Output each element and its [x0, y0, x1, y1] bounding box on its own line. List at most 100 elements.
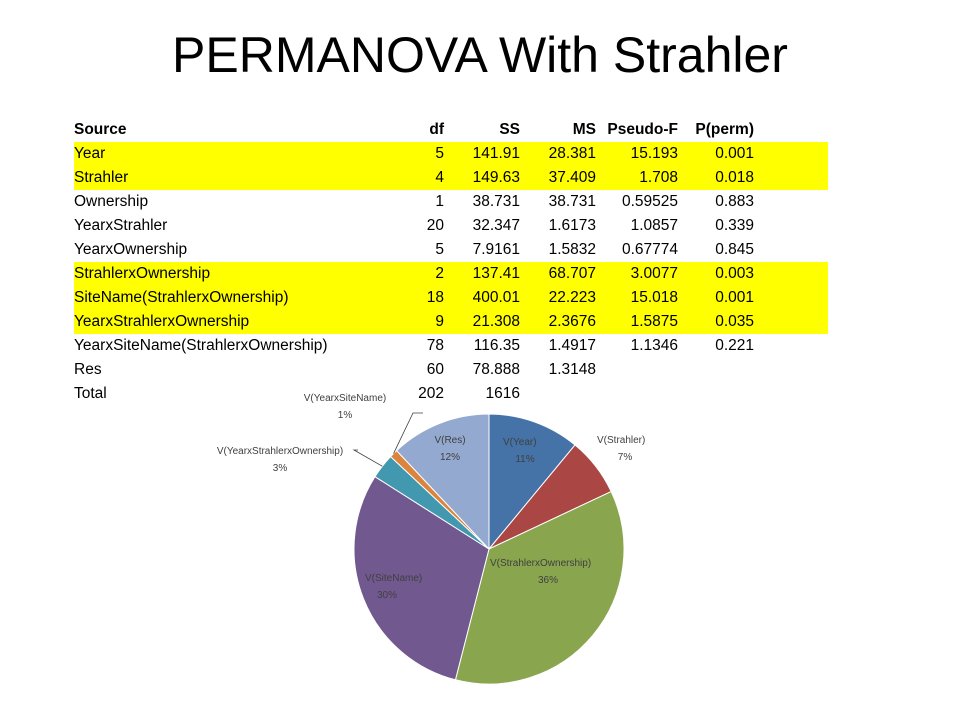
cell-source: Ownership — [74, 193, 149, 210]
cell-p-perm: 0.018 — [678, 166, 754, 190]
cell-ss: 137.41 — [444, 262, 520, 286]
table-body: Year 5 141.91 28.381 15.193 0.001 Strahler 4 149… — [74, 142, 828, 406]
cell-ss: 38.731 — [472, 193, 520, 210]
pie-label-percent: 1% — [338, 410, 353, 421]
pie-label-name: V(StrahlerxOwnership) — [490, 558, 591, 569]
cell-source: YearxStrahlerxOwnership — [74, 310, 366, 334]
cell-pseudo-f: 1.1346 — [630, 337, 678, 354]
cell-source: Res — [74, 361, 102, 378]
pie-label-percent: 36% — [538, 575, 558, 586]
cell-source: YearxSiteName(StrahlerxOwnership) — [74, 337, 328, 354]
cell-ms: 68.707 — [520, 262, 596, 286]
pie-label-name: V(YearxSiteName) — [304, 393, 386, 404]
cell-ss: 7.9161 — [472, 241, 520, 258]
cell-pseudo-f: 1.708 — [596, 166, 678, 190]
pie-label-percent: 12% — [440, 452, 460, 463]
cell-ms: 1.5832 — [548, 241, 596, 258]
header-df: df — [429, 121, 444, 138]
cell-pseudo-f: 0.59525 — [621, 193, 678, 210]
header-ss: SS — [499, 121, 520, 138]
cell-ms: 2.3676 — [520, 310, 596, 334]
cell-p-perm: 0.001 — [678, 142, 754, 166]
pie-leader-line — [352, 449, 383, 467]
cell-df: 18 — [366, 286, 444, 310]
cell-pseudo-f: 1.0857 — [630, 217, 678, 234]
cell-df: 5 — [366, 142, 444, 166]
cell-df: 1 — [435, 193, 444, 210]
header-ms: MS — [572, 121, 596, 138]
table-row: SiteName(StrahlerxOwnership) 18 400.01 22.2… — [74, 286, 828, 310]
permanova-table: Source df SS MS Pseudo-F P(perm) Year 5 14… — [74, 118, 828, 406]
cell-df: 2 — [366, 262, 444, 286]
cell-spacer — [754, 166, 828, 190]
cell-df: 5 — [435, 241, 444, 258]
cell-pseudo-f: 1.5875 — [596, 310, 678, 334]
pie-leader-line — [393, 412, 423, 454]
cell-spacer — [754, 310, 828, 334]
pie-label-name: V(Year) — [503, 437, 537, 448]
cell-df: 78 — [426, 337, 444, 354]
header-p-perm: P(perm) — [695, 121, 754, 138]
cell-df: 9 — [366, 310, 444, 334]
cell-pseudo-f: 0.67774 — [621, 241, 678, 258]
cell-p-perm: 0.003 — [678, 262, 754, 286]
cell-spacer — [754, 142, 828, 166]
cell-ms: 1.4917 — [548, 337, 596, 354]
cell-ms: 37.409 — [520, 166, 596, 190]
pie-label-percent: 30% — [377, 590, 397, 601]
cell-p-perm: 0.001 — [678, 286, 754, 310]
pie-label-percent: 7% — [618, 452, 633, 463]
pie-slices — [353, 413, 625, 685]
pie-leader-lines — [352, 412, 423, 467]
cell-pseudo-f: 15.193 — [596, 142, 678, 166]
table-row: YearxStrahler 20 32.347 1.6173 1.0857 0.339 — [74, 214, 828, 238]
table-row: YearxOwnership 5 7.9161 1.5832 0.67774 0.845 — [74, 238, 828, 262]
cell-ss: 149.63 — [444, 166, 520, 190]
cell-source: YearxStrahler — [74, 217, 168, 234]
table-row: Ownership 1 38.731 38.731 0.59525 0.883 — [74, 190, 828, 214]
cell-pseudo-f: 15.018 — [596, 286, 678, 310]
cell-source: Total — [74, 385, 107, 402]
pie-slice — [395, 413, 490, 551]
cell-ms: 28.381 — [520, 142, 596, 166]
pie-slice — [488, 413, 576, 551]
table-row: YearxStrahlerxOwnership 9 21.308 2.3676 1.58… — [74, 310, 828, 334]
cell-p-perm: 0.339 — [715, 217, 754, 234]
table-row: Total 202 1616 — [74, 382, 828, 406]
cell-p-perm: 0.883 — [715, 193, 754, 210]
pie-label-name: V(YearxStrahlerxOwnership) — [217, 446, 343, 457]
table-row: Year 5 141.91 28.381 15.193 0.001 — [74, 142, 828, 166]
table-row: YearxSiteName(StrahlerxOwnership) 78 116.3… — [74, 334, 828, 358]
cell-ss: 400.01 — [444, 286, 520, 310]
header-pseudo-f: Pseudo-F — [607, 121, 678, 138]
cell-ss: 1616 — [485, 385, 520, 402]
table-row: Strahler 4 149.63 37.409 1.708 0.018 — [74, 166, 828, 190]
table-row: StrahlerxOwnership 2 137.41 68.707 3.0077 0.0… — [74, 262, 828, 286]
cell-spacer — [754, 286, 828, 310]
cell-ms: 38.731 — [548, 193, 596, 210]
cell-ss: 141.91 — [444, 142, 520, 166]
cell-ss: 32.347 — [472, 217, 520, 234]
cell-p-perm: 0.221 — [715, 337, 754, 354]
cell-ss: 21.308 — [444, 310, 520, 334]
pie-labels: V(Year) 11% V(Strahler) 7% V(StrahlerxOwners… — [217, 393, 646, 601]
table-row: Res 60 78.888 1.3148 — [74, 358, 828, 382]
cell-df: 4 — [366, 166, 444, 190]
cell-df: 20 — [426, 217, 444, 234]
cell-ss: 116.35 — [473, 337, 520, 354]
header-source: Source — [74, 121, 127, 138]
cell-ms: 1.3148 — [548, 361, 596, 378]
table-header-row: Source df SS MS Pseudo-F P(perm) — [74, 118, 828, 142]
cell-spacer — [754, 262, 828, 286]
cell-p-perm: 0.035 — [678, 310, 754, 334]
cell-source: Year — [74, 142, 366, 166]
cell-df: 202 — [418, 385, 444, 402]
pie-label-name: V(Res) — [434, 435, 465, 446]
page-title: PERMANOVA With Strahler — [172, 27, 788, 83]
cell-source: Strahler — [74, 166, 366, 190]
pie-label-name: V(SiteName) — [365, 573, 422, 584]
pie-label-percent: 11% — [515, 454, 534, 465]
cell-source: YearxOwnership — [74, 241, 188, 258]
pie-label-percent: 3% — [273, 463, 288, 474]
